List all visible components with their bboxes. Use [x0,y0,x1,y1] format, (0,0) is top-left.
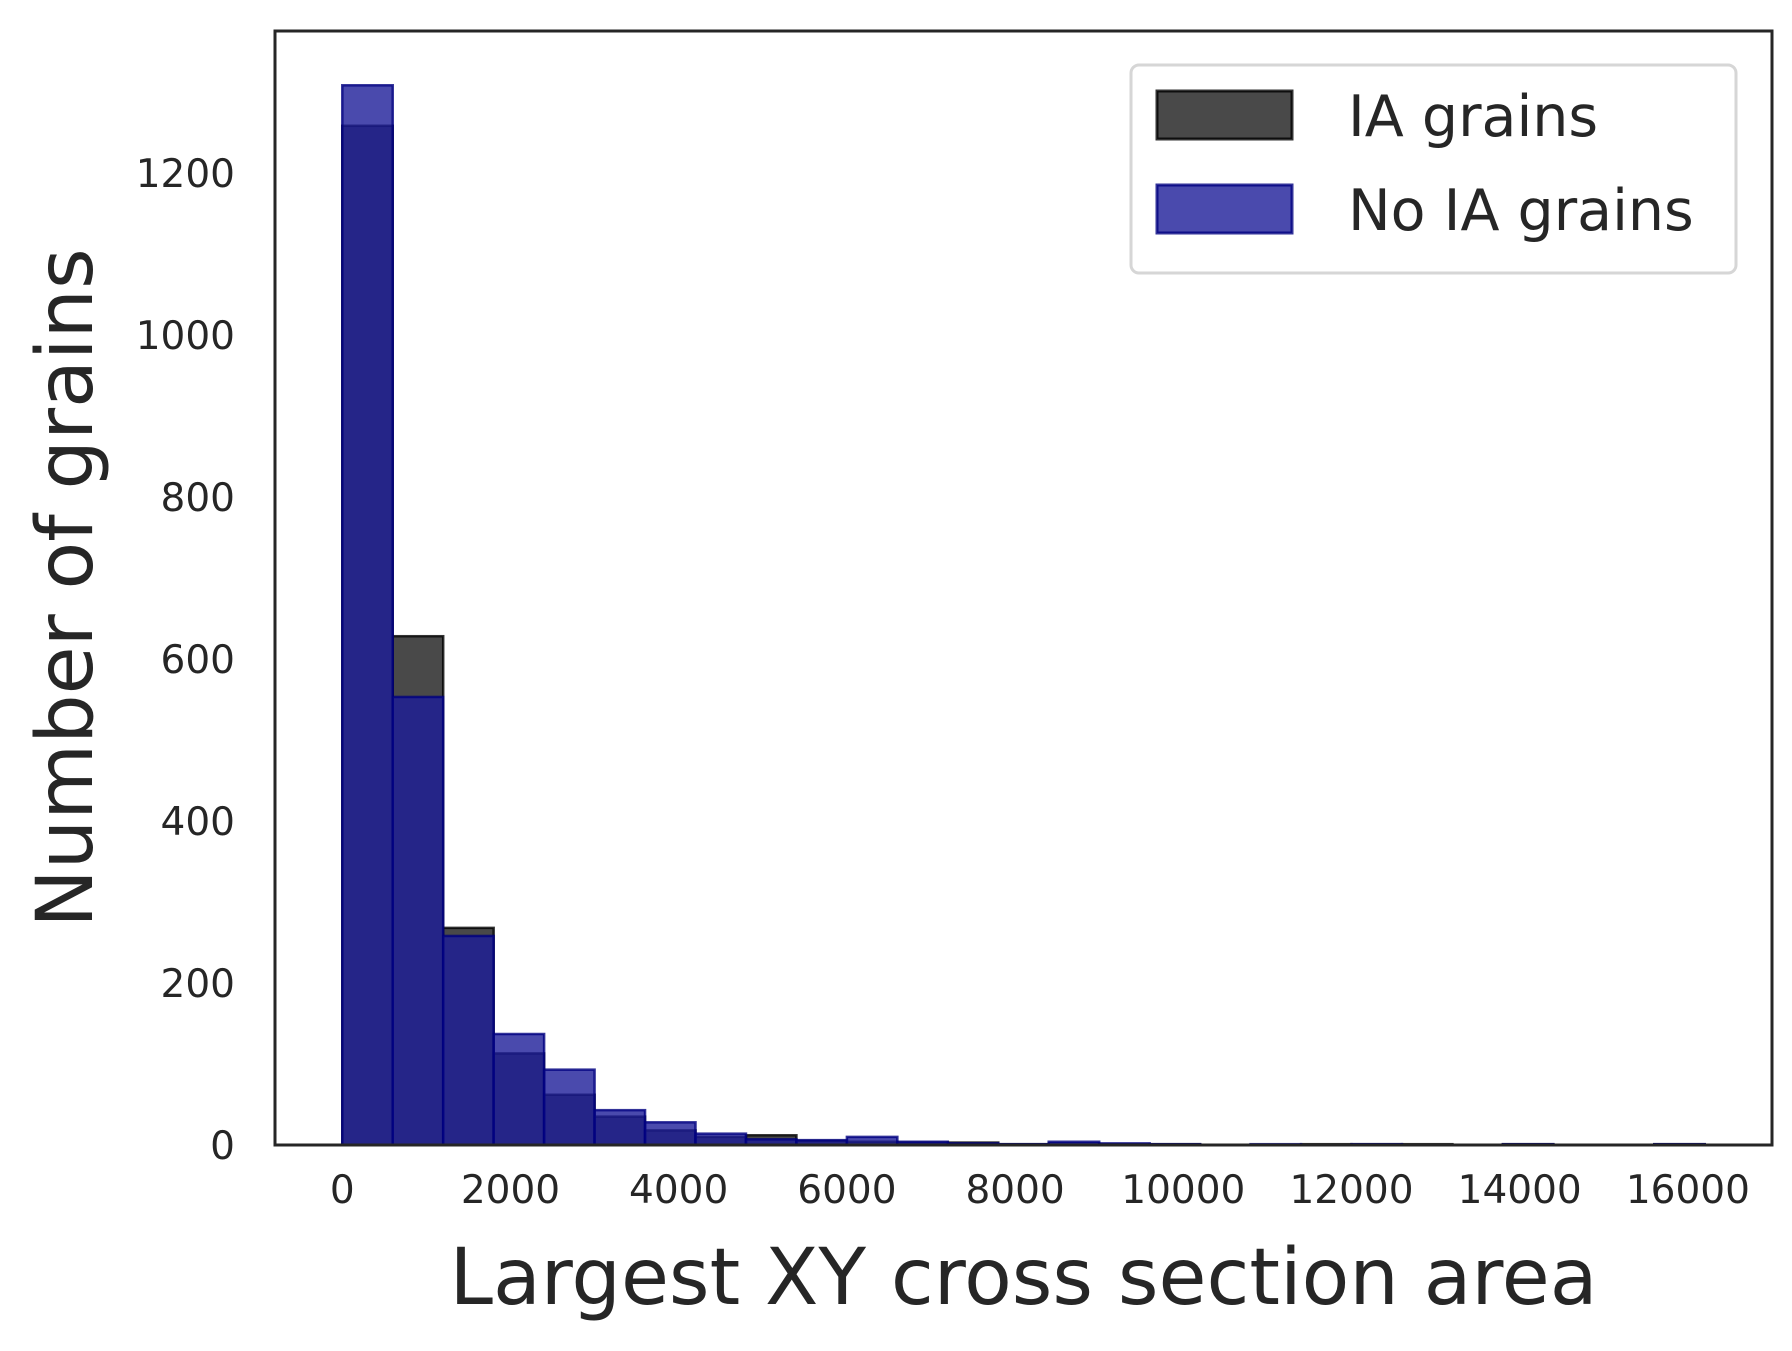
bar-no-ia-grains-bin-1 [391,695,445,1147]
bar-no-ia-grains-bin-5 [593,1108,647,1147]
plot-frame [273,29,1774,1147]
y-tick-label-200: 200 [161,962,235,1007]
y-axis-title: Number of grains [21,248,111,927]
y-tick-label-1000: 1000 [136,314,235,359]
x-tick-label-6000: 6000 [797,1168,896,1213]
bars-group [341,84,1706,1147]
y-tick-label-0: 0 [210,1124,235,1169]
x-tick-label-16000: 16000 [1626,1168,1750,1213]
legend-swatch-no-ia-grains [1155,183,1294,235]
x-tick-label-14000: 14000 [1458,1168,1582,1213]
bar-no-ia-grains-bin-2 [441,934,495,1147]
y-tick-label-600: 600 [161,638,235,683]
legend-label-no-ia-grains: No IA grains [1348,178,1694,244]
x-tick-label-12000: 12000 [1289,1168,1413,1213]
bar-no-ia-grains-bin-3 [492,1032,546,1147]
y-tick-label-400: 400 [161,800,235,845]
bar-no-ia-grains-bin-0 [341,84,394,1147]
bar-no-ia-grains-bin-7 [694,1132,748,1147]
legend: IA grains No IA grains [1129,63,1738,275]
y-tick-labels: 0 200 400 600 800 1000 1200 [136,152,235,1169]
x-tick-label-10000: 10000 [1121,1168,1245,1213]
bar-no-ia-grains-bin-4 [542,1068,596,1147]
x-tick-label-4000: 4000 [629,1168,728,1213]
legend-swatch-ia-grains [1155,89,1294,141]
y-tick-label-1200: 1200 [136,152,235,197]
x-tick-labels: 0 2000 4000 6000 8000 10000 12000 14000 16000 [330,1168,1750,1213]
legend-label-ia-grains: IA grains [1348,84,1598,150]
bar-no-ia-grains-bin-6 [643,1121,697,1147]
x-tick-label-0: 0 [330,1168,355,1213]
x-tick-label-8000: 8000 [965,1168,1064,1213]
x-tick-label-2000: 2000 [461,1168,560,1213]
y-tick-label-800: 800 [161,476,235,521]
x-axis-title: Largest XY cross section area [449,1233,1597,1323]
